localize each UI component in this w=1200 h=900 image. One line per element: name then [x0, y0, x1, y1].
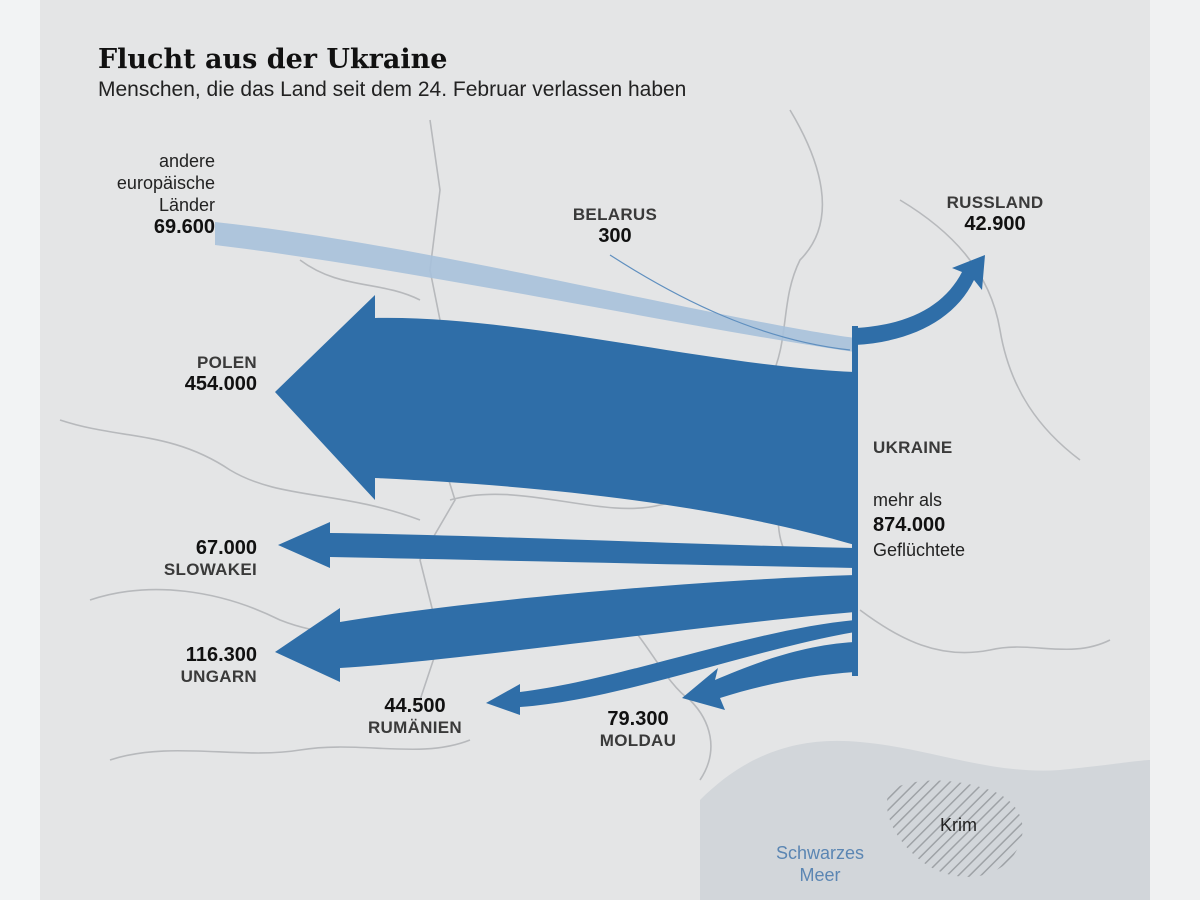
label-poland: POLEN 454.000: [185, 353, 257, 396]
label-ukraine: UKRAINE: [873, 438, 953, 458]
label-russia: RUSSLAND 42.900: [925, 193, 1065, 236]
name-romania: RUMÄNIEN: [367, 718, 462, 737]
crimea-area: [886, 780, 1023, 877]
flow-russia: [855, 255, 985, 345]
label-other-europe: andere europäische Länder 69.600: [117, 150, 215, 238]
value-belarus: 300: [598, 225, 632, 247]
name-slovakia: SLOWAKEI: [163, 560, 257, 579]
flow-hungary: [275, 575, 855, 682]
name-belarus: BELARUS: [572, 205, 658, 224]
flow-poland: [275, 295, 855, 545]
label-crimea: Krim: [940, 815, 977, 835]
label-black-sea-line2: Meer: [799, 865, 841, 885]
value-slovakia: 67.000: [195, 537, 257, 559]
label-other-europe-line2: europäische: [116, 173, 215, 193]
value-russia: 42.900: [964, 213, 1026, 235]
name-ukraine: UKRAINE: [873, 438, 953, 457]
ukraine-total-prefix: mehr als: [873, 490, 943, 510]
label-slovakia: 67.000 SLOWAKEI: [164, 537, 257, 580]
label-moldova: 79.300 MOLDAU: [578, 708, 698, 751]
value-romania: 44.500: [384, 695, 446, 717]
flow-belarus: [609, 254, 851, 351]
label-black-sea: Schwarzes Meer: [755, 842, 885, 886]
value-hungary: 116.300: [185, 644, 257, 666]
ukraine-origin-bar: [852, 326, 858, 676]
label-hungary: 116.300 UNGARN: [181, 644, 257, 687]
flow-moldova: [682, 642, 855, 710]
label-black-sea-line1: Schwarzes: [775, 843, 865, 863]
flow-other-europe: [215, 222, 855, 352]
ukraine-total-suffix: Geflüchtete: [873, 540, 966, 560]
label-other-europe-line3: Länder: [158, 195, 215, 215]
name-russia: RUSSLAND: [946, 193, 1044, 212]
name-poland: POLEN: [196, 353, 257, 372]
flow-slovakia: [278, 522, 855, 568]
value-poland: 454.000: [184, 373, 257, 395]
page-title: Flucht aus der Ukraine: [98, 44, 448, 75]
name-hungary: UNGARN: [180, 667, 257, 686]
page-subtitle: Menschen, die das Land seit dem 24. Febr…: [98, 78, 687, 101]
value-other-europe: 69.600: [153, 216, 215, 238]
label-ukraine-total: mehr als 874.000 Geflüchtete: [873, 488, 965, 563]
label-belarus: BELARUS 300: [560, 205, 670, 248]
frame-left: [0, 0, 40, 900]
name-moldova: MOLDAU: [599, 731, 677, 750]
frame-right: [1150, 0, 1200, 900]
label-romania: 44.500 RUMÄNIEN: [355, 695, 475, 738]
ukraine-total-value: 874.000: [873, 514, 946, 536]
label-other-europe-line1: andere: [158, 151, 215, 171]
flow-romania: [486, 620, 855, 715]
value-moldova: 79.300: [607, 708, 669, 730]
